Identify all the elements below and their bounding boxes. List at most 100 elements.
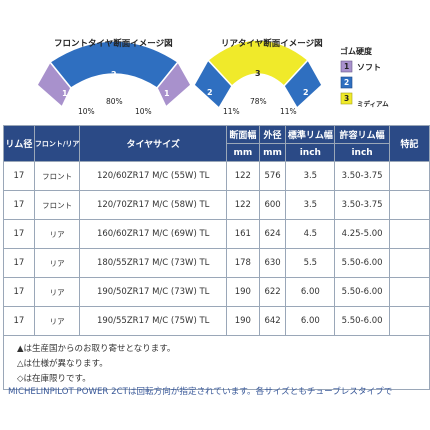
table-note-row: △は仕様が異なります。 [3,355,430,370]
front-segment-number: 1 [62,89,68,98]
header-position: フロント/リア [33,125,81,162]
front-percent-label: 10% [135,107,152,116]
cell-rim: 17 [3,190,35,220]
header-width: 断面幅 [225,125,260,144]
cell-diameter: 642 [258,306,287,336]
cell-note [388,190,430,220]
cell-width: 122 [225,190,260,220]
table-note: ▲は生産国からのお取り寄せとなります。 [3,335,430,355]
table-note: △は仕様が異なります。 [3,355,430,370]
table-note-row: ◇は在庫限りです。 [3,370,430,390]
header-allowed-rim: 許容リム幅 [334,125,390,144]
legend-swatch-number: 1 [344,62,350,71]
cell-position: リア [33,306,81,336]
cell-diameter: 600 [258,190,287,220]
cell-position: フロント [33,161,81,191]
tire-spec-table: リム径 フロント/リア タイヤサイズ 断面幅 外径 標準リム幅 許容リム幅 特記… [3,125,430,390]
cell-allowed-rim: 5.50-6.00 [334,306,390,336]
cell-std-rim: 3.5 [285,161,336,191]
front-diagram-title: フロントタイヤ断面イメージ図 [54,39,173,49]
table-row: 17 リア 180/55ZR17 M/C (73W) TL 178 630 5.… [3,248,430,278]
product-note: MICHELINPILOT POWER 2CTは回転方向が指定されています。各サ… [8,387,393,397]
front-tire-segment-right [156,60,192,109]
cell-width: 190 [225,306,260,336]
rear-segment-number: 3 [255,69,261,78]
cell-position: フロント [33,190,81,220]
rear-percent-label: 11% [223,107,240,116]
front-percent-label: 10% [78,107,95,116]
cell-rim: 17 [3,306,35,336]
cell-position: リア [33,248,81,278]
legend-swatch-2 [340,76,353,89]
cell-allowed-rim: 5.50-6.00 [334,248,390,278]
cell-size: 160/60ZR17 M/C (69W) TL [79,219,227,249]
cell-allowed-rim: 5.50-6.00 [334,277,390,307]
cell-size: 120/70ZR17 M/C (58W) TL [79,190,227,220]
cell-note [388,161,430,191]
front-percent-label: 80% [106,97,123,106]
cell-size: 180/55ZR17 M/C (73W) TL [79,248,227,278]
header-notes: 特記 [388,125,430,162]
table-note-row: ▲は生産国からのお取り寄せとなります。 [3,335,430,355]
cell-position: リア [33,277,81,307]
cell-rim: 17 [3,248,35,278]
cell-std-rim: 4.5 [285,219,336,249]
cell-size: 190/55ZR17 M/C (75W) TL [79,306,227,336]
table-row: 17 リア 190/55ZR17 M/C (75W) TL 190 642 6.… [3,306,430,336]
rear-segment-number: 2 [207,88,213,97]
legend-label: ミディアム [357,100,389,108]
cell-rim: 17 [3,277,35,307]
header-diameter: 外径 [258,125,287,144]
cell-std-rim: 3.5 [285,190,336,220]
table-note: ◇は在庫限りです。 [3,370,430,390]
cell-std-rim: 5.5 [285,248,336,278]
rear-diagram-title: リアタイヤ断面イメージ図 [221,39,323,49]
front-segment-number: 1 [164,89,170,98]
table-row: 17 フロント 120/60ZR17 M/C (55W) TL 122 576 … [3,161,430,191]
legend-swatch-number: 3 [344,94,350,103]
header-size: タイヤサイズ [79,125,227,162]
header-std-rim-unit: inch [285,143,336,162]
table-row: 17 リア 160/60ZR17 M/C (69W) TL 161 624 4.… [3,219,430,249]
cell-std-rim: 6.00 [285,277,336,307]
rear-percent-label: 11% [280,107,297,116]
cell-size: 120/60ZR17 M/C (55W) TL [79,161,227,191]
cell-width: 190 [225,277,260,307]
cell-diameter: 576 [258,161,287,191]
cell-std-rim: 6.00 [285,306,336,336]
cell-width: 178 [225,248,260,278]
legend-title: ゴム硬度 [340,47,372,56]
rear-segment-number: 2 [303,88,309,97]
table-row: 17 フロント 120/70ZR17 M/C (58W) TL 122 600 … [3,190,430,220]
tire-section-diagrams [36,39,353,110]
table-row: 17 リア 190/50ZR17 M/C (73W) TL 190 622 6.… [3,277,430,307]
cell-size: 190/50ZR17 M/C (73W) TL [79,277,227,307]
cell-allowed-rim: 3.50-3.75 [334,190,390,220]
header-width-unit: mm [225,143,260,162]
cell-note [388,277,430,307]
header-allowed-rim-unit: inch [334,143,390,162]
front-tire-diagram [36,40,192,109]
rear-percent-label: 78% [250,97,267,106]
cell-diameter: 624 [258,219,287,249]
rear-tire-diagram [193,39,323,110]
cell-note [388,248,430,278]
rear-tire-segment-right [283,58,323,110]
cell-note [388,219,430,249]
cell-rim: 17 [3,219,35,249]
legend-swatch-3 [340,92,353,105]
legend-label: ソフト [357,63,381,72]
cell-width: 161 [225,219,260,249]
legend-swatch-1 [340,60,353,73]
cell-width: 122 [225,161,260,191]
cell-rim: 17 [3,161,35,191]
cell-diameter: 630 [258,248,287,278]
cell-allowed-rim: 3.50-3.75 [334,161,390,191]
header-rim: リム径 [3,125,35,162]
cell-diameter: 622 [258,277,287,307]
cell-allowed-rim: 4.25-5.00 [334,219,390,249]
cell-position: リア [33,219,81,249]
header-std-rim: 標準リム幅 [285,125,336,144]
legend-swatch-number: 2 [344,78,350,87]
cell-note [388,306,430,336]
